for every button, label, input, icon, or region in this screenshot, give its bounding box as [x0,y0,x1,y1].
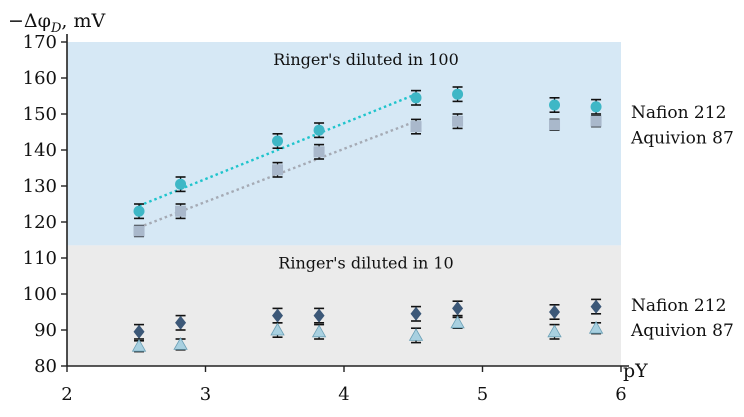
legend-entry: Aquivion 87 [630,321,734,341]
data-point-series-0 [133,205,145,217]
data-point-series-2 [133,324,145,339]
y-tick-label: 160 [23,68,57,89]
data-point-series-3 [270,322,285,336]
data-point-series-2 [272,308,284,323]
data-point-series-1 [272,164,284,176]
data-point-series-2 [549,305,561,319]
data-point-series-0 [590,101,602,113]
x-tick-label: 2 [61,384,72,405]
data-point-series-0 [175,178,187,190]
x-tick-label: 4 [338,384,349,405]
y-tick-label: 140 [23,140,57,161]
region-band-0 [67,42,621,246]
chart-labels: Ringer's diluted in 100 Ringer's diluted … [8,10,734,382]
legend-entry: Nafion 212 [631,296,726,316]
data-point-series-2 [590,299,602,314]
y-axis-label: −ΔφD, mV [8,10,105,36]
data-point-series-3 [131,338,147,352]
trend-lines [138,93,417,229]
x-tick-label: 3 [200,384,211,405]
y-tick-label: 150 [23,104,57,125]
y-axis-label-subscript: D [50,21,62,36]
data-point-series-3 [173,337,188,350]
data-point-series-3 [588,320,604,334]
y-tick-label: 130 [23,176,57,197]
trend-line-series-0 [138,93,417,207]
data-point-series-1 [313,146,325,158]
data-point-series-1 [590,115,602,127]
region-label-1: Ringer's diluted in 10 [278,253,453,272]
region-band-1 [67,245,621,366]
data-point-series-2 [175,315,187,330]
data-point-series-2 [313,308,325,323]
data-point-series-1 [410,121,422,133]
axes: 80 90 100 110 120 130 140 150 160 170 2 3 4 5 6 [23,32,629,405]
y-tick-label: 90 [34,320,57,341]
y-tick-label: 110 [23,248,57,269]
y-tick-label: 120 [23,212,57,233]
data-point-series-1 [452,115,464,127]
data-points [131,86,604,353]
y-tick-label: 80 [34,356,57,377]
x-axis-label: pY [623,360,648,382]
data-point-series-1 [549,119,561,131]
data-point-series-0 [452,88,464,100]
data-point-series-3 [408,328,424,341]
y-axis-label-main: −Δφ [8,10,51,32]
data-point-series-2 [410,306,422,321]
legend-entry: Nafion 212 [631,103,726,123]
data-point-series-2 [452,301,464,316]
data-point-series-1 [175,205,187,217]
x-tick-label: 6 [615,384,626,405]
data-point-series-0 [313,124,325,136]
y-tick-label: 100 [23,284,57,305]
x-tick-label: 5 [477,384,488,405]
data-point-series-3 [450,315,465,329]
data-point-series-0 [272,135,284,147]
data-point-series-3 [311,324,327,338]
data-point-series-0 [410,92,422,104]
legend-entry: Aquivion 87 [630,128,734,148]
data-point-series-1 [133,225,145,237]
y-tick-label: 170 [23,32,57,53]
data-point-series-3 [547,324,562,338]
background-regions [67,42,621,366]
data-point-series-0 [549,99,561,111]
y-axis-label-unit: , mV [61,10,105,32]
region-label-0: Ringer's diluted in 100 [273,50,459,69]
